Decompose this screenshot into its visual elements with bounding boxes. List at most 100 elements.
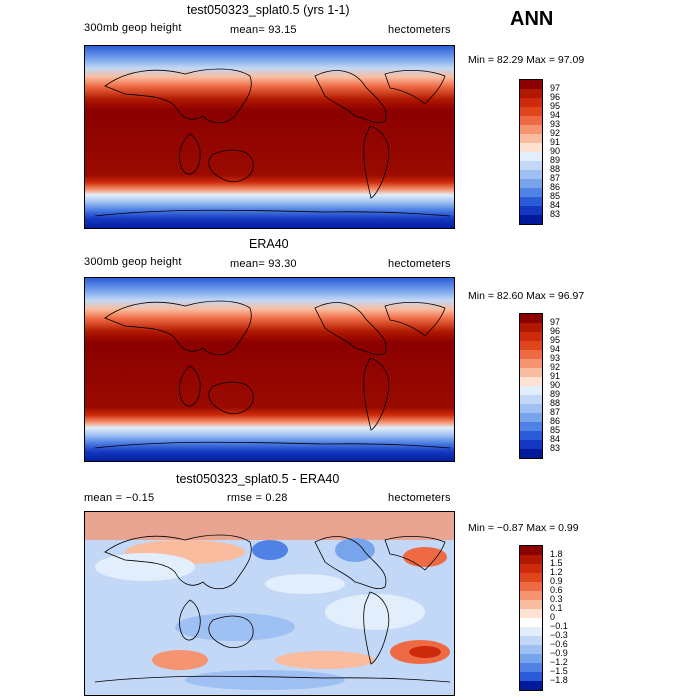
panel2-colorbar-cell <box>520 413 542 422</box>
panel1-colorbar-cell <box>520 179 542 188</box>
panel2-colorbar-label: 93 <box>550 352 561 363</box>
panel1-colorbar-label: 86 <box>550 181 561 192</box>
panel3-colorbar-label: 0.1 <box>550 602 563 613</box>
panel3-minmax: Min = −0.87 Max = 0.99 <box>468 522 579 534</box>
panel1-colorbar-label: 91 <box>550 136 561 147</box>
panel3-colorbar-cell <box>520 555 542 564</box>
panel3-colorbar-cell <box>520 546 542 555</box>
panel2-title: ERA40 <box>249 237 289 251</box>
panel1-colorbar-label: 89 <box>550 154 561 165</box>
panel3-colorbar-label: −1.2 <box>550 656 568 667</box>
panel3-heatmap <box>85 512 454 695</box>
panel1-colorbar: 97 96 95 94 93 92 91 90 89 88 87 86 85 84 83 <box>519 79 560 225</box>
panel1-colorbar-cell <box>520 152 542 161</box>
panel1-colorbar-cell <box>520 170 542 179</box>
panel2-colorbar-label: 90 <box>550 379 561 390</box>
panel3-colorbar-cell <box>520 654 542 663</box>
panel1-colorbar-cell <box>520 143 542 152</box>
panel1-map <box>84 45 455 229</box>
panel1-units-label: hectometers <box>388 24 451 36</box>
panel3-colorbar-label: 0.3 <box>550 593 563 604</box>
panel2-colorbar-cell <box>520 341 542 350</box>
panel3-colorbar-label: −1.5 <box>550 665 568 676</box>
panel1-colorbar-label: 97 <box>550 82 561 93</box>
panel2-colorbar-label: 85 <box>550 424 561 435</box>
panel2-colorbar-cell <box>520 314 542 323</box>
panel3-map <box>84 511 455 696</box>
panel2-colorbar-cell <box>520 449 542 458</box>
panel2-colorbar-cells <box>519 313 543 459</box>
panel2-colorbar-label: 89 <box>550 388 561 399</box>
panel3-colorbar-cell <box>520 600 542 609</box>
panel3-colorbar-label: −0.6 <box>550 638 568 649</box>
panel3-colorbar-cell <box>520 645 542 654</box>
panel2-colorbar-cell <box>520 431 542 440</box>
panel2-colorbar-cell <box>520 332 542 341</box>
panel3-colorbar-label: −0.3 <box>550 629 568 640</box>
panel1-colorbar-cell <box>520 188 542 197</box>
panel1-colorbar-label: 85 <box>550 190 561 201</box>
panel2-colorbar-label: 86 <box>550 415 561 426</box>
panel3-colorbar-label: 1.2 <box>550 566 563 577</box>
panel3-mean-label: mean = −0.15 <box>84 492 155 504</box>
panel3-colorbar-label: 0.9 <box>550 575 563 586</box>
panel1-colorbar-cell <box>520 197 542 206</box>
panel2-mean-label: mean= 93.30 <box>230 258 297 270</box>
panel3-colorbar-cell <box>520 591 542 600</box>
panel1-title: test050323_splat0.5 (yrs 1-1) <box>187 3 350 17</box>
panel2-colorbar-cell <box>520 377 542 386</box>
panel3-colorbar-cell <box>520 564 542 573</box>
panel2-colorbar-cell <box>520 422 542 431</box>
panel2-units-label: hectometers <box>388 258 451 270</box>
panel1-mean-label: mean= 93.15 <box>230 24 297 36</box>
panel3-colorbar-cell <box>520 582 542 591</box>
panel2-left-label: 300mb geop height <box>84 256 182 268</box>
panel2-colorbar-label: 92 <box>550 361 561 372</box>
panel2-colorbar-label: 97 <box>550 316 561 327</box>
panel3-colorbar-cell <box>520 573 542 582</box>
panel3-colorbar-cell <box>520 663 542 672</box>
panel2-colorbar-cell <box>520 395 542 404</box>
panel2-colorbar-label: 88 <box>550 397 561 408</box>
panel2-colorbar-cell <box>520 386 542 395</box>
panel1-colorbar-label: 83 <box>550 208 561 219</box>
panel1-colorbar-cell <box>520 161 542 170</box>
panel3-colorbar-cell <box>520 609 542 618</box>
panel2-colorbar-label: 83 <box>550 442 561 453</box>
panel3-colorbar-label: 1.8 <box>550 548 563 559</box>
panel1-colorbar-label: 88 <box>550 163 561 174</box>
panel1-colorbar-label: 93 <box>550 118 561 129</box>
panel3-colorbar-cell <box>520 636 542 645</box>
panel1-colorbar-cell <box>520 215 542 224</box>
panel3-colorbar-cell <box>520 618 542 627</box>
panel2-colorbar-label: 95 <box>550 334 561 345</box>
panel1-colorbar-cell <box>520 80 542 89</box>
panel3-colorbar-label: −1.8 <box>550 674 568 685</box>
panel1-colorbar-label: 95 <box>550 100 561 111</box>
panel2-colorbar-cell <box>520 323 542 332</box>
panel2-colorbar: 97 96 95 94 93 92 91 90 89 88 87 86 85 84 83 <box>519 313 560 459</box>
panel3-colorbar-cell <box>520 627 542 636</box>
panel2-colorbar-cell <box>520 368 542 377</box>
panel3-colorbar-label: −0.9 <box>550 647 568 658</box>
panel3-rmse-label: rmse = 0.28 <box>227 492 288 504</box>
panel1-colorbar-cell <box>520 206 542 215</box>
panel3-colorbar-cell <box>520 681 542 690</box>
panel1-colorbar-label: 92 <box>550 127 561 138</box>
panel3-colorbar-label: −0.1 <box>550 620 568 631</box>
panel3-title: test050323_splat0.5 - ERA40 <box>176 472 340 486</box>
panel2-colorbar-cell <box>520 359 542 368</box>
panel1-colorbar-label: 90 <box>550 145 561 156</box>
panel1-colorbar-cell <box>520 134 542 143</box>
panel2-colorbar-cell <box>520 440 542 449</box>
panel1-minmax: Min = 82.29 Max = 97.09 <box>468 54 585 66</box>
panel1-colorbar-cell <box>520 98 542 107</box>
panel1-colorbar-cell <box>520 107 542 116</box>
panel3-colorbar-label: 1.5 <box>550 557 563 568</box>
panel3-colorbar-cell <box>520 672 542 681</box>
panel1-left-label: 300mb geop height <box>84 22 182 34</box>
panel2-colorbar-label: 94 <box>550 343 561 354</box>
panel1-colorbar-label: 87 <box>550 172 561 183</box>
panel1-colorbar-label: 84 <box>550 199 561 210</box>
panel2-colorbar-cell <box>520 350 542 359</box>
